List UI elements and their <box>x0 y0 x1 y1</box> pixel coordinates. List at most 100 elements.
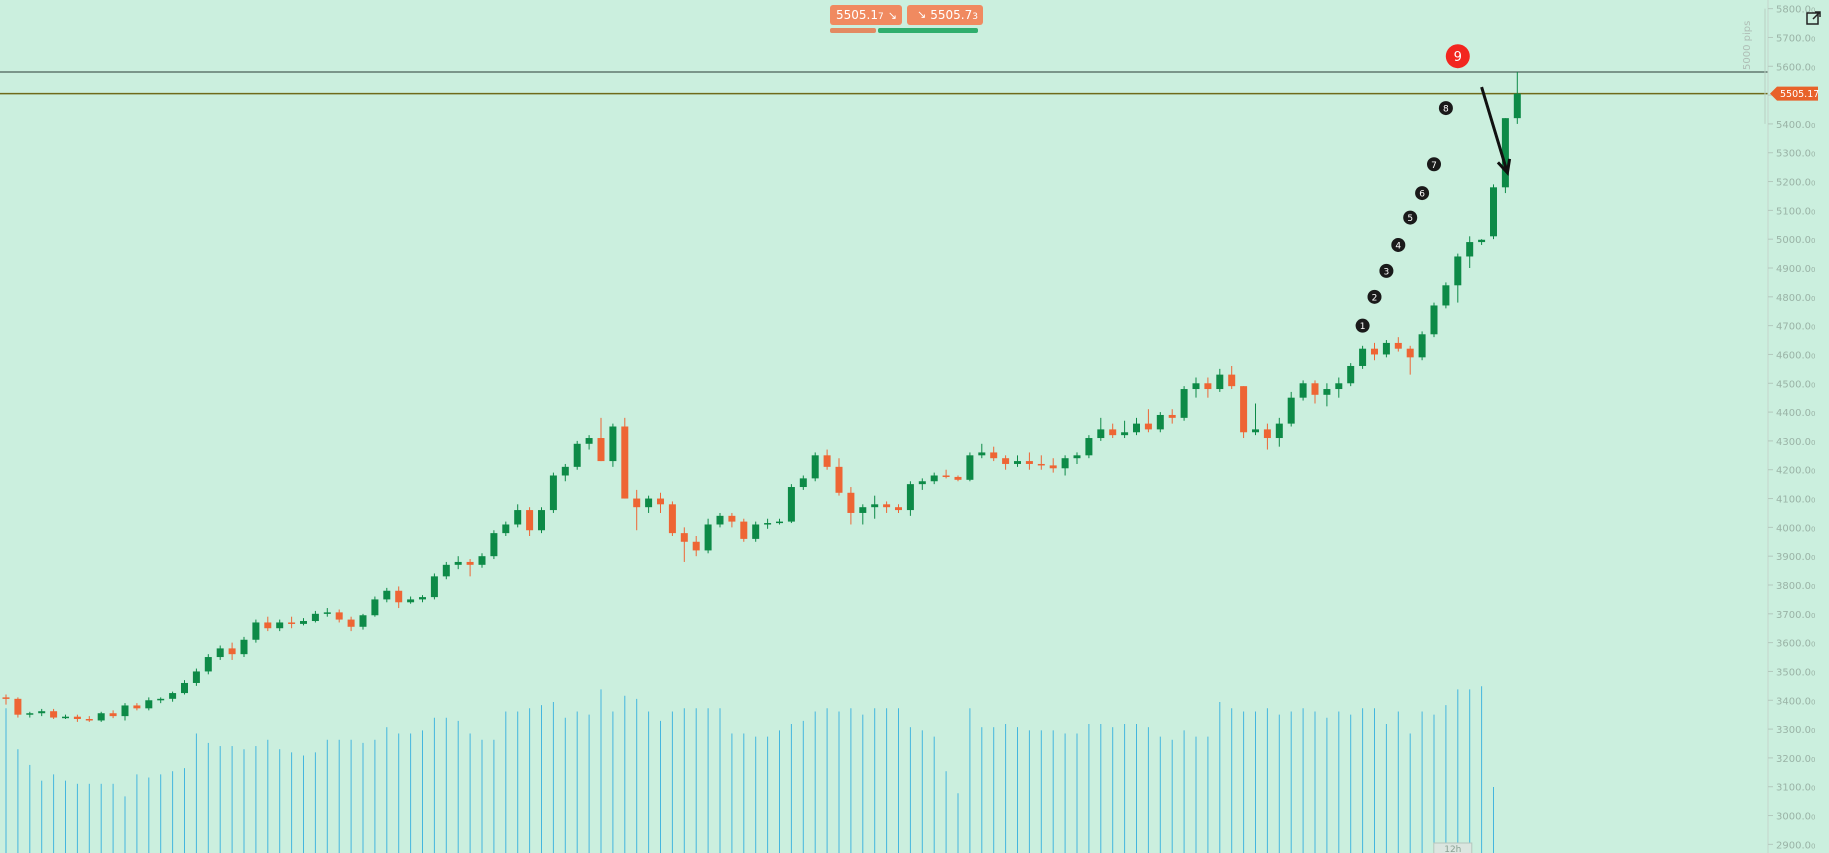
wave-marker <box>1403 210 1418 225</box>
axis-tick-label: 5300.00 <box>1776 149 1815 160</box>
axis-tick-label: 5400.00 <box>1776 120 1815 131</box>
wave-marker <box>1391 237 1406 252</box>
bear-candle <box>847 492 855 513</box>
bear-candle <box>395 590 403 603</box>
axis-tick-label: 2900.00 <box>1776 840 1815 851</box>
open-external-icon[interactable] <box>1805 9 1823 27</box>
bear-candle <box>990 452 998 459</box>
sell-price-small-digit: 7 <box>878 12 884 22</box>
bull-candle <box>776 521 783 524</box>
bull-candle <box>1014 461 1021 464</box>
bull-candle <box>1359 348 1367 366</box>
bear-candle <box>228 648 236 655</box>
bull-candle <box>1323 389 1331 395</box>
wave-marker <box>1427 157 1441 172</box>
bull-candle <box>240 639 248 655</box>
bear-candle <box>1263 429 1271 439</box>
bull-candle <box>538 510 545 531</box>
axis-tick-label: 3700.00 <box>1776 610 1815 621</box>
bull-candle <box>169 693 177 699</box>
bull-candle <box>38 711 46 714</box>
bull-candle <box>1061 458 1069 469</box>
bull-candle <box>490 533 498 557</box>
bull-candle <box>704 524 712 551</box>
wave-marker-label: 8 <box>1443 105 1449 115</box>
bull-candle <box>442 564 450 577</box>
axis-tick-label: 4000.00 <box>1776 523 1815 534</box>
bull-candle <box>407 599 415 603</box>
bear-candle <box>740 521 748 539</box>
axis-tick-label: 3200.00 <box>1776 754 1815 765</box>
bear-candle <box>526 510 534 531</box>
bull-candle <box>252 622 260 640</box>
axis-tick-label: 4100.00 <box>1776 495 1815 506</box>
bear-candle <box>109 713 117 717</box>
axis-tick-label: 4800.00 <box>1776 293 1815 304</box>
bull-candle <box>359 615 367 627</box>
buy-price-value: 5505.7 <box>930 8 973 22</box>
bull-candle <box>1490 187 1497 237</box>
bull-candle <box>192 671 200 683</box>
bear-candle <box>1144 423 1152 430</box>
buy-price-small-digit: 3 <box>972 12 978 22</box>
diagonal-arrow-icon: ↘ <box>917 8 927 21</box>
bull-candle <box>383 590 391 600</box>
bull-candle <box>1430 305 1438 335</box>
bull-candle <box>1275 423 1283 439</box>
bull-candle <box>157 698 165 701</box>
bear-candle <box>1406 348 1414 358</box>
axis-tick-label: 3400.00 <box>1776 696 1815 707</box>
bear-candle <box>1037 463 1045 466</box>
bull-candle <box>1335 383 1343 390</box>
axis-tick-label: 3100.00 <box>1776 783 1815 794</box>
bull-candle <box>419 597 426 600</box>
bull-candle <box>181 682 188 694</box>
bear-candle <box>1049 465 1057 469</box>
axis-tick-label: 3300.00 <box>1776 725 1815 736</box>
wave-marker-label: 1 <box>1360 322 1366 332</box>
bear-candle <box>85 718 93 721</box>
bull-candle <box>716 515 724 525</box>
bull-candle <box>573 443 581 467</box>
bear-candle <box>466 561 474 565</box>
bull-candle <box>811 455 819 479</box>
bear-candle <box>835 466 843 493</box>
pips-measure-label: 5000 pips <box>1742 20 1753 70</box>
bull-candle <box>97 713 105 721</box>
bull-candle <box>906 484 914 511</box>
bull-candle <box>121 705 129 717</box>
axis-tick-label: 4400.00 <box>1776 408 1815 419</box>
axis-tick-label: 5100.00 <box>1776 206 1815 217</box>
wave-marker <box>1367 289 1382 304</box>
axis-tick-label: 3800.00 <box>1776 581 1815 592</box>
bull-candle <box>204 657 212 672</box>
bull-candle <box>502 524 510 534</box>
bear-candle <box>1002 458 1010 464</box>
wave-marker-label: 7 <box>1431 161 1437 171</box>
bear-candle <box>954 476 962 480</box>
bull-candle <box>645 498 653 508</box>
bull-candle <box>966 455 974 480</box>
bear-candle <box>1311 383 1319 395</box>
bear-candle <box>657 498 664 505</box>
bull-candle <box>1252 429 1259 433</box>
bear-candle <box>50 711 58 718</box>
bull-candle <box>1466 242 1474 257</box>
bear-candle <box>597 438 605 462</box>
sell-price-button[interactable]: 5505.17 ↘ <box>830 5 902 25</box>
bear-candle <box>288 622 296 624</box>
bull-candle <box>1133 423 1140 433</box>
bull-candle <box>1192 383 1200 390</box>
bear-candle <box>728 515 736 522</box>
bull-candle <box>978 452 986 456</box>
bull-candle <box>1513 93 1521 119</box>
current-price-label: 5505.17 <box>1780 89 1819 100</box>
axis-tick-label: 4600.00 <box>1776 350 1815 361</box>
wave-marker-label: 3 <box>1384 267 1390 277</box>
sell-sentiment-bar <box>830 28 876 33</box>
buy-price-button[interactable]: ↘ 5505.73 <box>907 5 983 25</box>
axis-tick-label: 4700.00 <box>1776 322 1815 333</box>
bear-candle <box>73 716 81 719</box>
